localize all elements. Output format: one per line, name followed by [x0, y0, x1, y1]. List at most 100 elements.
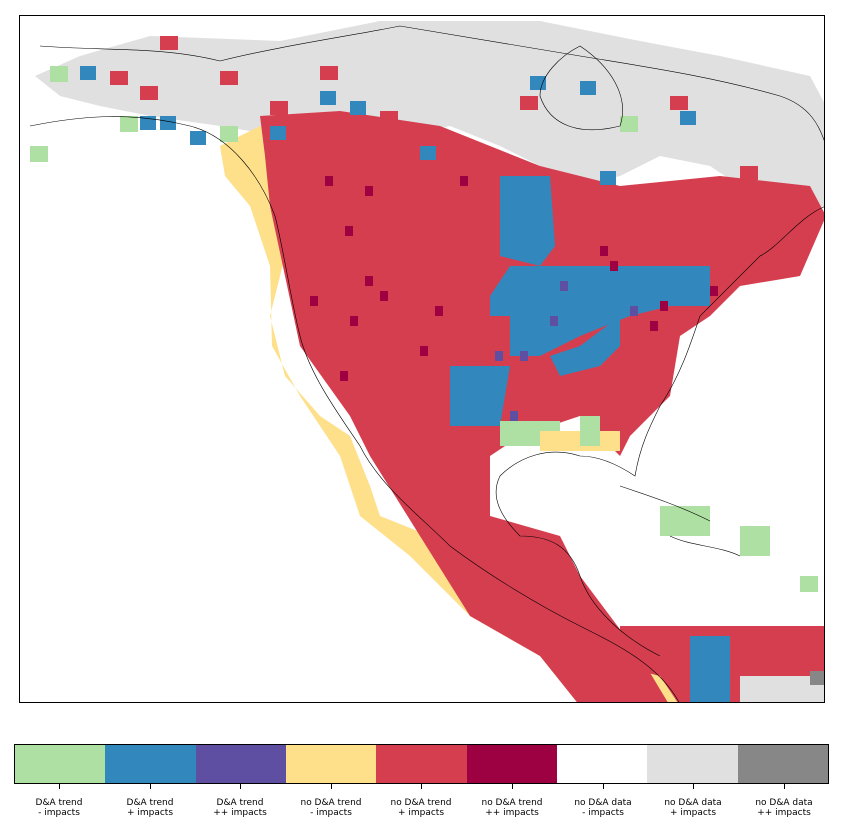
legend-label-no-da-trend-pospos: no D&A trend ++ impacts — [467, 784, 557, 818]
legend-label-line1: no D&A trend — [390, 798, 452, 808]
arctic-grey-region — [35, 21, 824, 216]
main-red-region — [260, 111, 824, 702]
coastline-west — [29, 116, 680, 702]
dark-red-cell — [325, 176, 333, 186]
colorbar-tick — [692, 784, 694, 789]
swatch-no-da-data-neg — [556, 745, 648, 783]
dark-red-cell — [610, 261, 618, 271]
arctic-red-cell — [380, 111, 398, 125]
blue-patch-south-america — [690, 636, 730, 702]
dark-red-cell — [350, 316, 358, 326]
arctic-blue-cell — [350, 101, 366, 115]
dark-red-cell — [310, 296, 318, 306]
legend-label-da-trend-pospos: D&A trend ++ impacts — [195, 784, 285, 818]
colorbar-tick — [420, 784, 422, 789]
colorbar — [14, 744, 829, 784]
legend-label-no-da-data-pospos: no D&A data ++ impacts — [739, 784, 829, 818]
legend-label-line2: - impacts — [582, 808, 624, 818]
grey-cell-dark — [810, 671, 824, 685]
dark-red-cell — [345, 226, 353, 236]
swatch-da-trend-pospos — [195, 745, 286, 783]
arctic-red-cell — [520, 96, 538, 110]
arctic-blue-cell — [420, 146, 436, 160]
dark-red-cell — [365, 186, 373, 196]
arctic-red-cell — [110, 71, 128, 85]
green-cell — [30, 146, 48, 162]
purple-cell — [550, 316, 558, 326]
arctic-blue-cell — [270, 126, 286, 140]
purple-cell — [510, 411, 518, 421]
swatch-no-da-trend-pos — [376, 745, 467, 783]
green-cell — [800, 576, 818, 592]
arctic-blue-cell — [190, 131, 206, 145]
legend-label-da-trend-neg: D&A trend - impacts — [14, 784, 104, 818]
dark-red-cell — [435, 306, 443, 316]
legend-label-line1: no D&A data — [664, 798, 722, 808]
legend-label-no-da-trend-neg: no D&A trend - impacts — [286, 784, 376, 818]
blue-patch-central — [490, 266, 710, 356]
purple-cell — [560, 281, 568, 291]
dark-red-cell — [660, 301, 668, 311]
legend-label-da-trend-pos: D&A trend + impacts — [105, 784, 195, 818]
colorbar-tick — [149, 784, 151, 789]
colorbar-tick — [602, 784, 604, 789]
legend-label-line1: D&A trend — [35, 798, 83, 808]
swatch-no-da-trend-pospos — [466, 745, 557, 783]
arctic-red-cell — [740, 166, 758, 180]
coastline-east — [495, 206, 824, 657]
legend-label-no-da-data-pos: no D&A data + impacts — [648, 784, 738, 818]
legend-label-line2: + impacts — [669, 808, 717, 818]
legend-label-no-da-trend-pos: no D&A trend + impacts — [376, 784, 466, 818]
dark-red-cell — [420, 346, 428, 356]
arctic-red-cell — [160, 36, 178, 50]
blue-patch-north — [500, 176, 555, 266]
legend-label-line2: ++ impacts — [213, 808, 267, 818]
arctic-blue-cell — [580, 81, 596, 95]
green-patch-caribbean — [660, 506, 710, 536]
legend-label-line2: ++ impacts — [485, 808, 539, 818]
purple-cell — [630, 306, 638, 316]
dark-red-cell — [460, 176, 468, 186]
arctic-red-cell — [770, 186, 788, 200]
swatch-no-da-trend-neg — [285, 745, 377, 783]
legend-label-line1: no D&A trend — [481, 798, 543, 808]
swatch-da-trend-pos — [105, 745, 196, 783]
green-cell — [220, 126, 238, 142]
dark-red-cell — [710, 286, 718, 296]
green-patch-caribbean-2 — [740, 526, 770, 556]
dark-red-cell — [380, 291, 388, 301]
dark-red-cell — [650, 321, 658, 331]
arctic-red-cell — [220, 71, 238, 85]
swatch-da-trend-neg — [15, 745, 106, 783]
colorbar-tick — [330, 784, 332, 789]
legend-label-line1: no D&A data — [755, 798, 813, 808]
legend-label-line1: no D&A data — [574, 798, 632, 808]
arctic-blue-cell — [320, 91, 336, 105]
western-coast-fringe — [220, 126, 679, 702]
green-patch-gulf-2 — [580, 416, 600, 446]
purple-cell — [495, 351, 503, 361]
legend-label-line2: - impacts — [310, 808, 352, 818]
legend-label-line2: + impacts — [397, 808, 445, 818]
arctic-red-cell — [670, 96, 688, 110]
map-panel — [19, 15, 825, 703]
arctic-blue-cell — [680, 111, 696, 125]
arctic-red-cell — [270, 101, 288, 115]
dark-red-cell — [340, 371, 348, 381]
arctic-red-cell — [140, 86, 158, 100]
legend-label-line1: D&A trend — [126, 798, 174, 808]
coastline-arctic — [39, 25, 824, 141]
colorbar-tick — [783, 784, 785, 789]
grey-patch-south-america — [740, 676, 824, 702]
coastline-caribbean — [619, 485, 741, 557]
arctic-blue-cell — [140, 116, 156, 130]
category-map — [29, 21, 824, 702]
legend-label-line2: - impacts — [38, 808, 80, 818]
dark-red-cell — [365, 276, 373, 286]
legend-label-line1: D&A trend — [216, 798, 264, 808]
legend-label-no-da-data-neg: no D&A data - impacts — [558, 784, 648, 818]
coastline-hudson-bay — [539, 45, 623, 131]
legend-label-line1: no D&A trend — [300, 798, 362, 808]
legend-label-line2: ++ impacts — [757, 808, 811, 818]
swatch-no-da-data-pospos — [737, 745, 828, 783]
